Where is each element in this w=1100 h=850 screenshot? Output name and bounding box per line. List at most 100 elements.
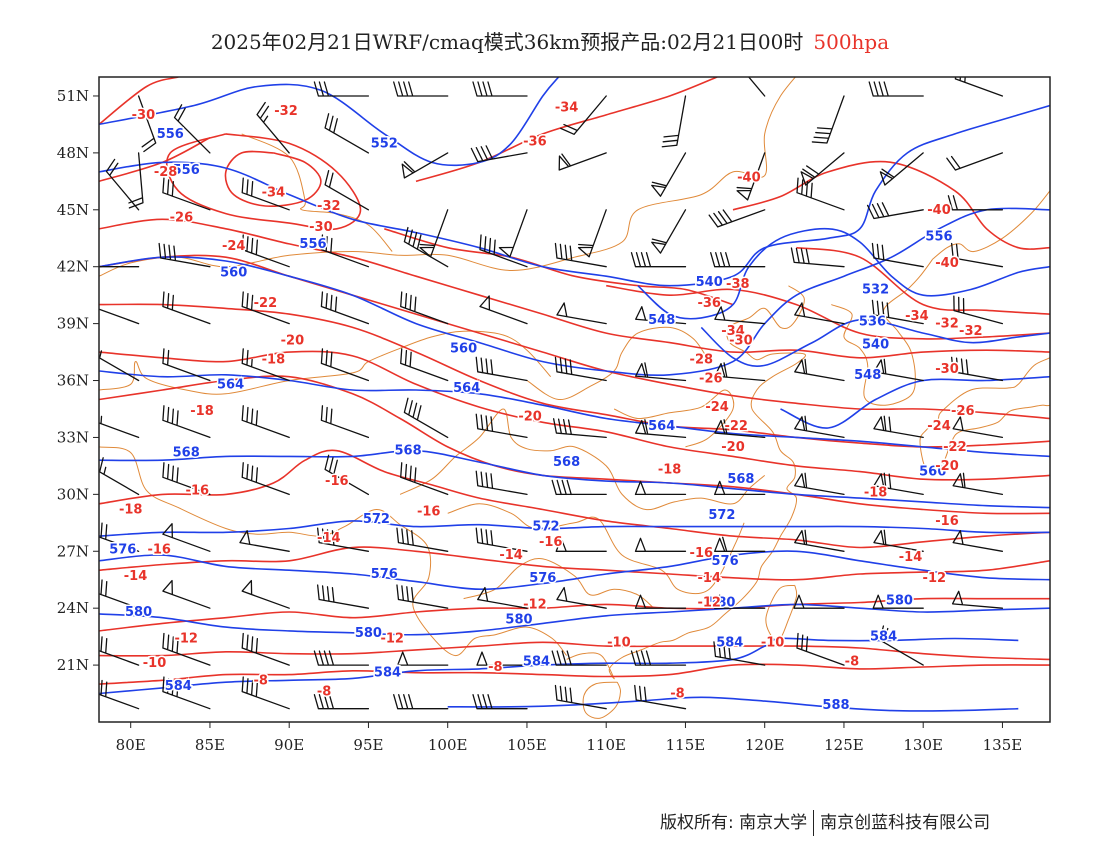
wind-barb [472,81,528,97]
wind-barb [400,348,449,382]
wind-barb [873,358,924,382]
wind-barb [313,650,370,666]
wind-barb [241,405,290,439]
coastline-segment [919,357,1050,473]
temperature-label: -32 [274,104,298,119]
height-label: 564 [648,419,675,434]
lat-tick-label: 30N [57,485,89,503]
height-label: 564 [217,377,244,392]
temperature-label: -18 [190,404,214,419]
temperature-label: -14 [124,569,148,584]
temperature-contour [732,160,1050,250]
temperature-label: -32 [959,324,983,339]
temperature-contour [99,254,1050,420]
wind-barb [396,527,449,552]
temperature-label: -16 [147,542,171,557]
temperature-label: -34 [721,324,745,339]
wind-barb [630,252,687,268]
wind-barb [635,419,687,439]
wind-barb [320,291,370,325]
coastline-segment [447,503,745,595]
wind-barb [475,527,528,552]
temperature-label: -12 [697,596,721,611]
temperature-label: -8 [845,654,859,669]
temperature-label: -8 [670,687,684,702]
wind-barb [871,299,924,325]
wind-barb [99,454,140,496]
wind-barb [162,291,211,325]
lon-tick-label: 125E [824,736,864,754]
height-label: 556 [925,229,952,244]
temperature-contour [99,597,1050,632]
temperature-label: -12 [923,571,947,586]
height-contour [99,637,1019,695]
wind-barb [99,632,140,666]
height-label: 584 [716,635,743,650]
wind-barb [556,586,607,609]
wind-barb [951,590,1004,609]
wind-barb [99,266,140,268]
wind-barb [714,419,766,439]
temperature-contour [166,133,362,231]
wind-barb [661,95,687,148]
wind-barb [558,152,607,171]
wind-barb [554,356,607,382]
temperature-label: -22 [943,440,967,455]
wind-barb [736,152,766,201]
wind-barb [714,536,766,552]
height-label: 576 [371,567,398,582]
wind-barb [477,586,528,609]
wind-barb [577,209,607,258]
height-label: 584 [165,679,192,694]
coastline-segment [582,681,622,719]
lon-tick-label: 85E [195,736,225,754]
temperature-contour [415,77,718,183]
wind-barb [393,81,449,97]
height-label: 572 [532,520,559,535]
wind-barb [162,348,211,382]
height-label: 584 [374,666,401,681]
wind-barb [651,152,687,197]
lat-tick-label: 27N [57,542,89,560]
temperature-contour [384,228,734,306]
wind-barb [317,584,370,609]
temperature-label: -30 [309,220,333,235]
coastline-segment [613,389,735,448]
wind-barb [873,472,924,496]
wind-barb [794,529,845,552]
temperature-label: -10 [607,635,631,650]
wind-barbs [99,77,1004,710]
lat-tick-label: 21N [57,656,89,674]
temperature-label: -20 [721,440,745,455]
lon-tick-label: 90E [274,736,304,754]
wind-barb [400,462,449,496]
wind-barb [241,291,290,325]
temperature-contour [99,663,1050,685]
wind-barb [99,340,140,382]
temperature-label: -28 [690,353,714,368]
wind-barb [630,650,687,666]
height-label: 556 [299,237,326,252]
wind-barb [99,291,140,325]
wind-barb [158,242,211,268]
wind-barb [552,418,607,439]
wind-barb [320,348,370,382]
map-axes: 80E 85E 90E 95E 100E 105E 110E 115E 120E 125E 130E… [57,87,1022,754]
lat-tick-label: 36N [57,372,89,390]
height-label: 536 [859,315,886,330]
wind-barb [162,676,211,710]
temperature-label: -30 [132,108,156,123]
lon-tick-label: 100E [428,736,468,754]
temperature-contour [99,218,1050,359]
temperature-label: -34 [905,309,929,324]
map-layers: 556 556 552 556 560 560 564 564 568 568 568 568 540 5… [99,77,1050,719]
temperature-label: -12 [174,632,198,647]
wind-barb [560,95,607,135]
wind-barb [796,632,845,666]
wind-barb [713,641,766,666]
temperature-label: -34 [262,186,286,201]
temperature-label: -16 [417,504,441,519]
height-label: 580 [505,613,532,628]
height-contours [99,77,1050,712]
wind-barb [551,650,607,666]
